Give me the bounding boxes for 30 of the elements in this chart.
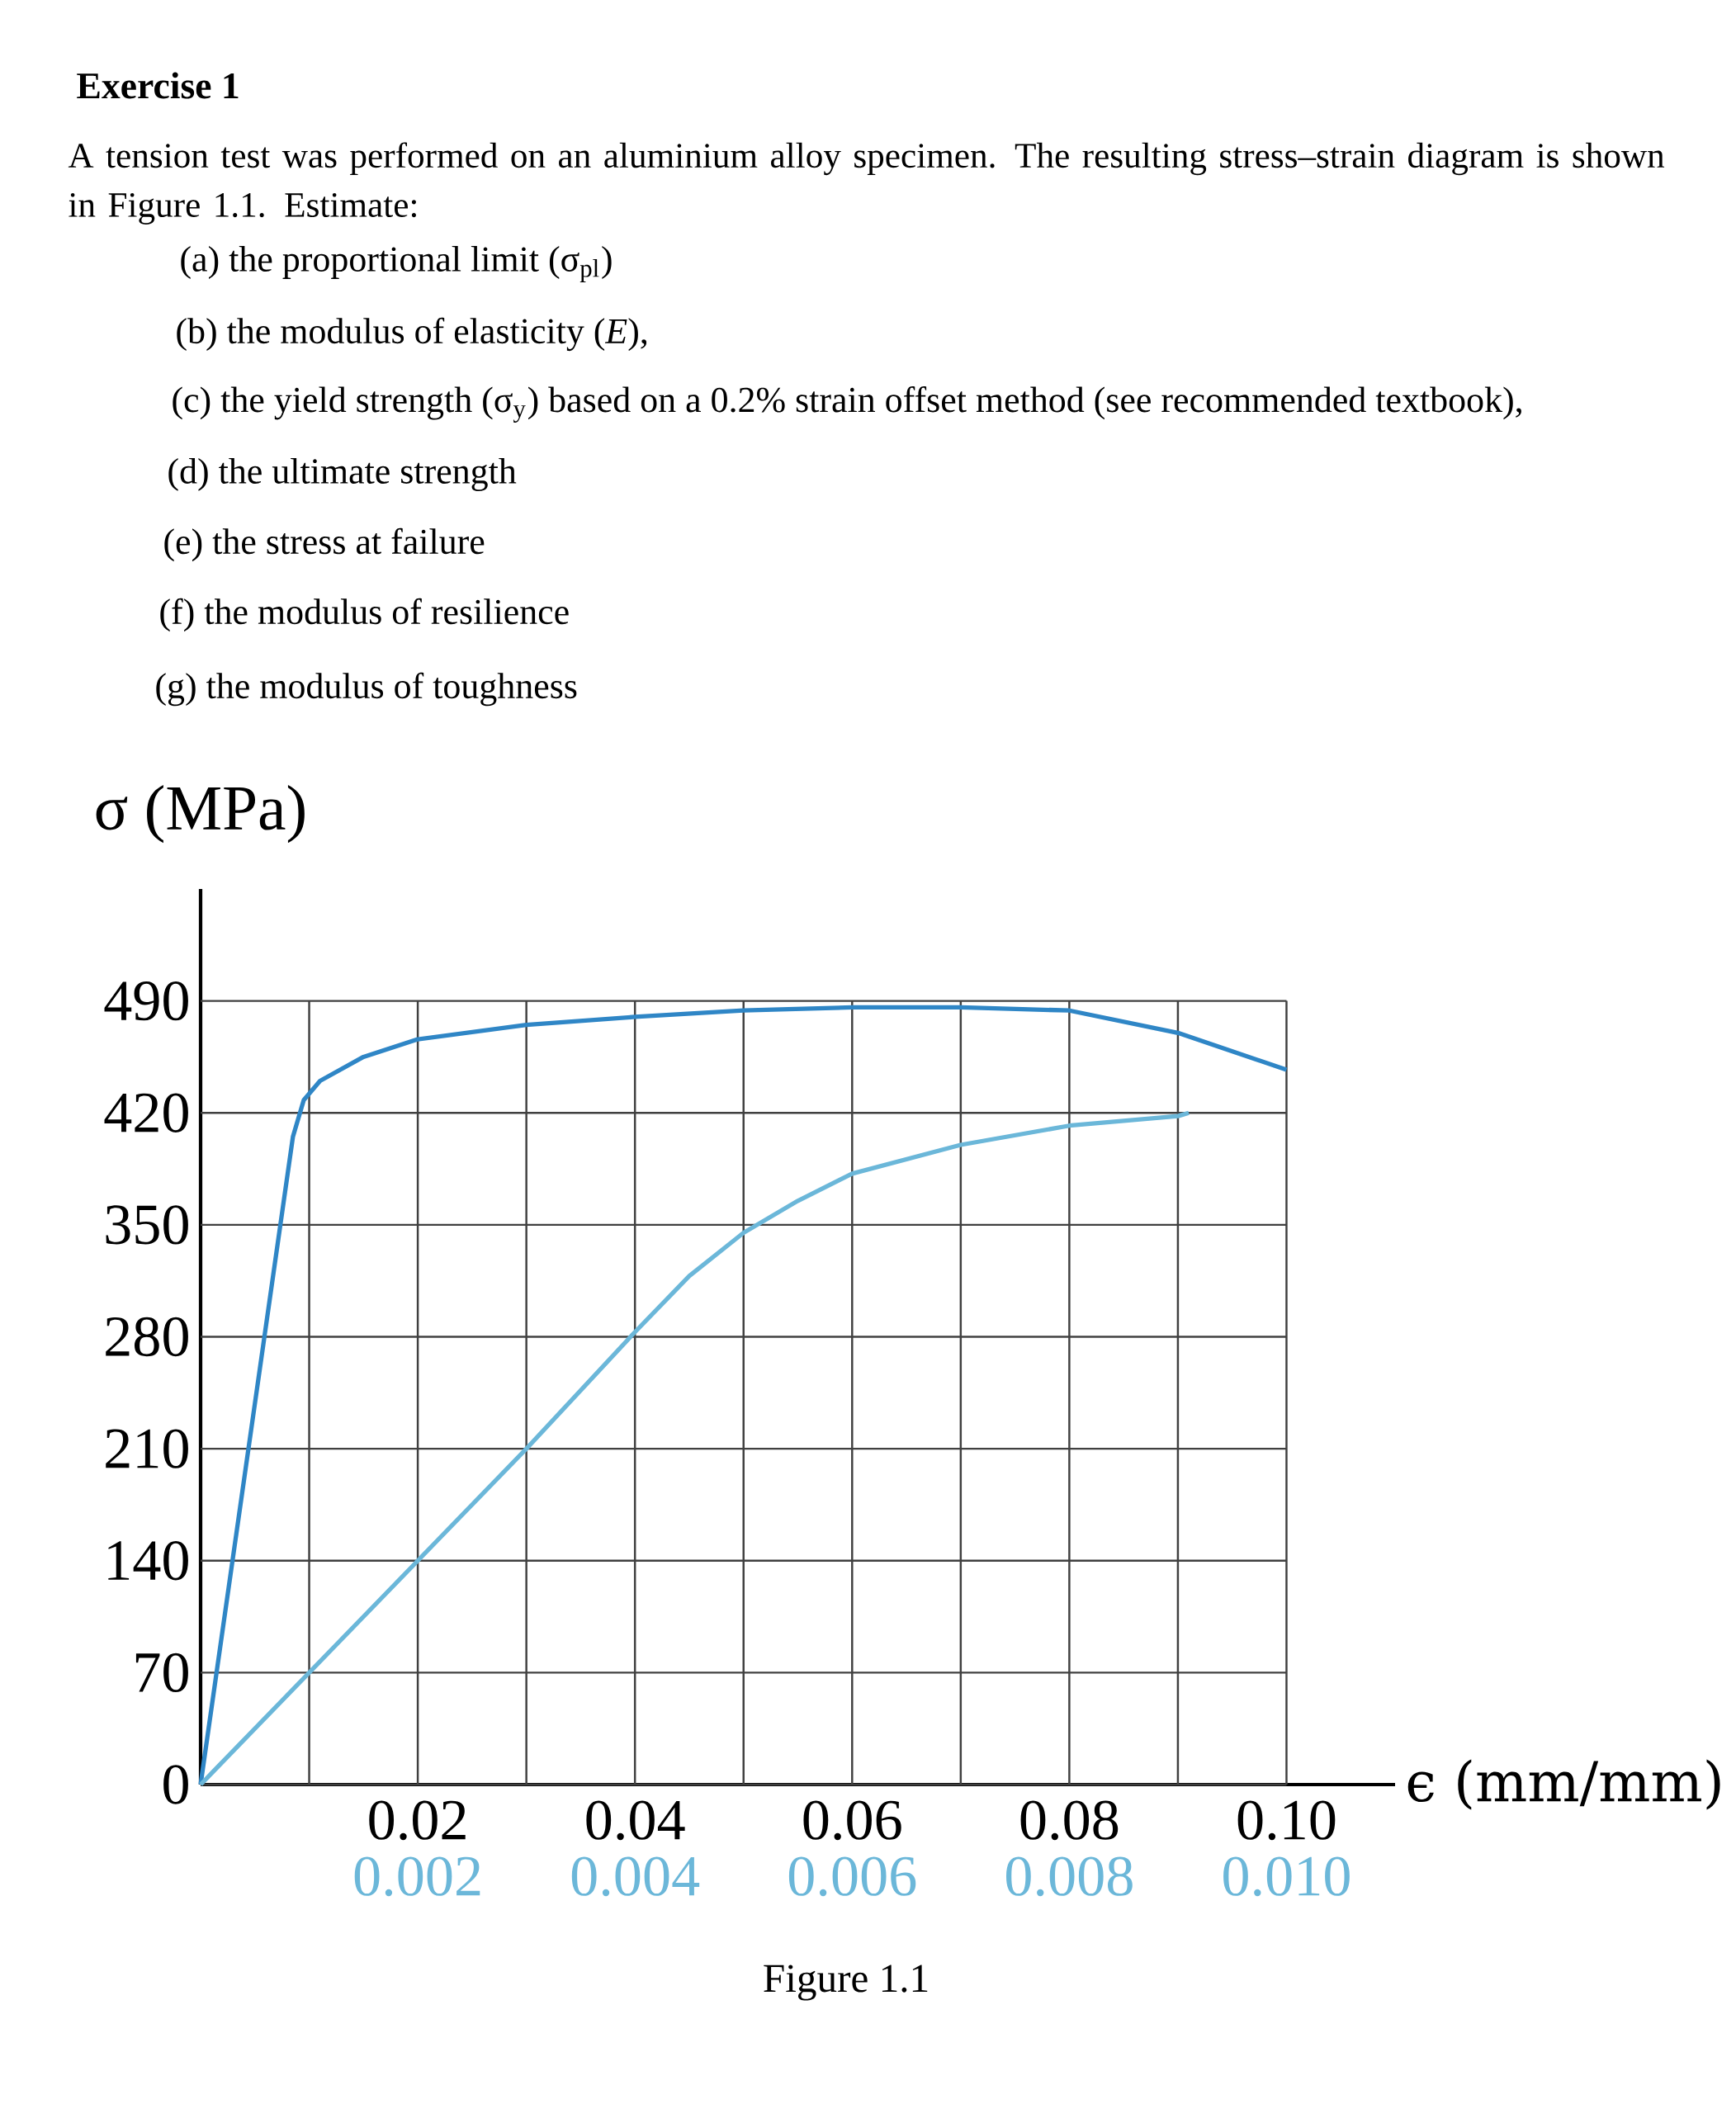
text: (d) the ultimate strength: [168, 457, 517, 491]
text: (f) the modulus of resilience: [160, 598, 569, 632]
x-tick-label: 0.10: [1237, 1800, 1336, 1841]
chart-title: Exercise 1: [77, 72, 239, 99]
x-tick-label: 0.06: [803, 1800, 901, 1841]
text: (a) the proportional limit (σ$_{pl}$): [181, 246, 612, 282]
x-axis-title: ϵ (mm/mm): [1407, 1759, 1720, 1810]
text: (c) the yield strength (σ$_{y}$) based on a 0.2% strain offset method (see recommended textbook),: [173, 386, 1521, 423]
x2-tick-label: 0.008: [1006, 1856, 1133, 1897]
x-tick-label: 0.08: [1020, 1800, 1119, 1841]
y-tick-label: 350: [106, 1205, 188, 1245]
y-tick-label: 420: [104, 1093, 188, 1132]
caption: Figure 1.1: [764, 1965, 928, 2001]
y-tick-label: 280: [106, 1317, 188, 1357]
x2-tick-label: 0.002: [354, 1856, 480, 1897]
x2-tick-label: 0.004: [571, 1856, 700, 1897]
text: (b) the modulus of elasticity (E),: [177, 317, 647, 352]
x-tick-label: 0.04: [586, 1800, 685, 1841]
text: (g) the modulus of toughness: [156, 672, 577, 707]
y-tick-label: 140: [108, 1541, 188, 1581]
x2-tick-label: 0.006: [788, 1856, 916, 1897]
x-tick-label: 0.02: [369, 1800, 466, 1841]
y-tick-label: 0: [163, 1765, 188, 1804]
y-tick-label: 490: [104, 981, 188, 1021]
y-tick-label: 70: [135, 1653, 188, 1693]
text: (e) the stress at failure: [164, 527, 485, 562]
y-tick-label: 210: [106, 1429, 188, 1468]
text: A tension test was performed on an aluminium alloy specimen. The resulting stress–strain diagram is shown in Figure 1.1. Estimate:: [68, 142, 1665, 225]
x2-tick-label: 0.010: [1223, 1856, 1350, 1897]
y-axis-title: σ (MPa): [96, 785, 305, 844]
